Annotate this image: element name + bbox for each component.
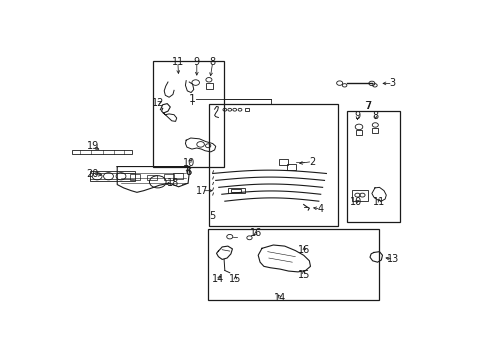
Bar	[372, 128, 377, 133]
Bar	[208, 104, 337, 226]
Text: 8: 8	[372, 111, 378, 121]
Text: 2: 2	[308, 157, 315, 167]
Text: 6: 6	[184, 167, 191, 177]
Bar	[346, 111, 400, 222]
Bar	[287, 164, 295, 170]
Text: 1: 1	[188, 94, 195, 104]
Text: 15: 15	[297, 270, 309, 280]
Text: 10: 10	[349, 197, 361, 207]
Bar	[163, 174, 174, 180]
Bar	[227, 188, 244, 193]
Bar	[153, 61, 224, 167]
Bar	[244, 108, 248, 111]
Bar	[129, 174, 140, 180]
Text: 9: 9	[193, 57, 200, 67]
Text: 18: 18	[166, 178, 179, 188]
Bar	[208, 229, 379, 300]
Text: 17: 17	[196, 186, 208, 196]
Text: 19: 19	[86, 141, 99, 151]
Bar	[72, 150, 131, 154]
Text: 5: 5	[209, 211, 215, 221]
Text: 20: 20	[86, 169, 99, 179]
Text: 3: 3	[389, 78, 395, 89]
Text: 4: 4	[317, 204, 323, 214]
Bar	[205, 83, 213, 89]
Text: 12: 12	[152, 98, 164, 108]
Bar	[146, 175, 157, 180]
Bar	[172, 174, 183, 179]
Text: 7: 7	[364, 100, 370, 111]
Text: 14: 14	[211, 274, 224, 284]
Bar	[279, 158, 287, 165]
Text: 16: 16	[298, 245, 310, 255]
Bar	[351, 190, 367, 201]
Text: 11: 11	[171, 57, 183, 67]
Text: 16: 16	[250, 228, 262, 238]
Text: 15: 15	[229, 274, 241, 284]
Text: 8: 8	[209, 57, 215, 67]
Text: 6: 6	[184, 167, 191, 177]
Text: 7: 7	[363, 100, 370, 111]
Text: 9: 9	[354, 111, 360, 121]
Bar	[231, 189, 241, 192]
Text: 11: 11	[372, 197, 385, 207]
Bar	[356, 130, 361, 135]
Text: 10: 10	[183, 158, 195, 168]
Text: 14: 14	[273, 293, 285, 303]
Bar	[90, 171, 134, 181]
Text: 13: 13	[386, 255, 399, 264]
